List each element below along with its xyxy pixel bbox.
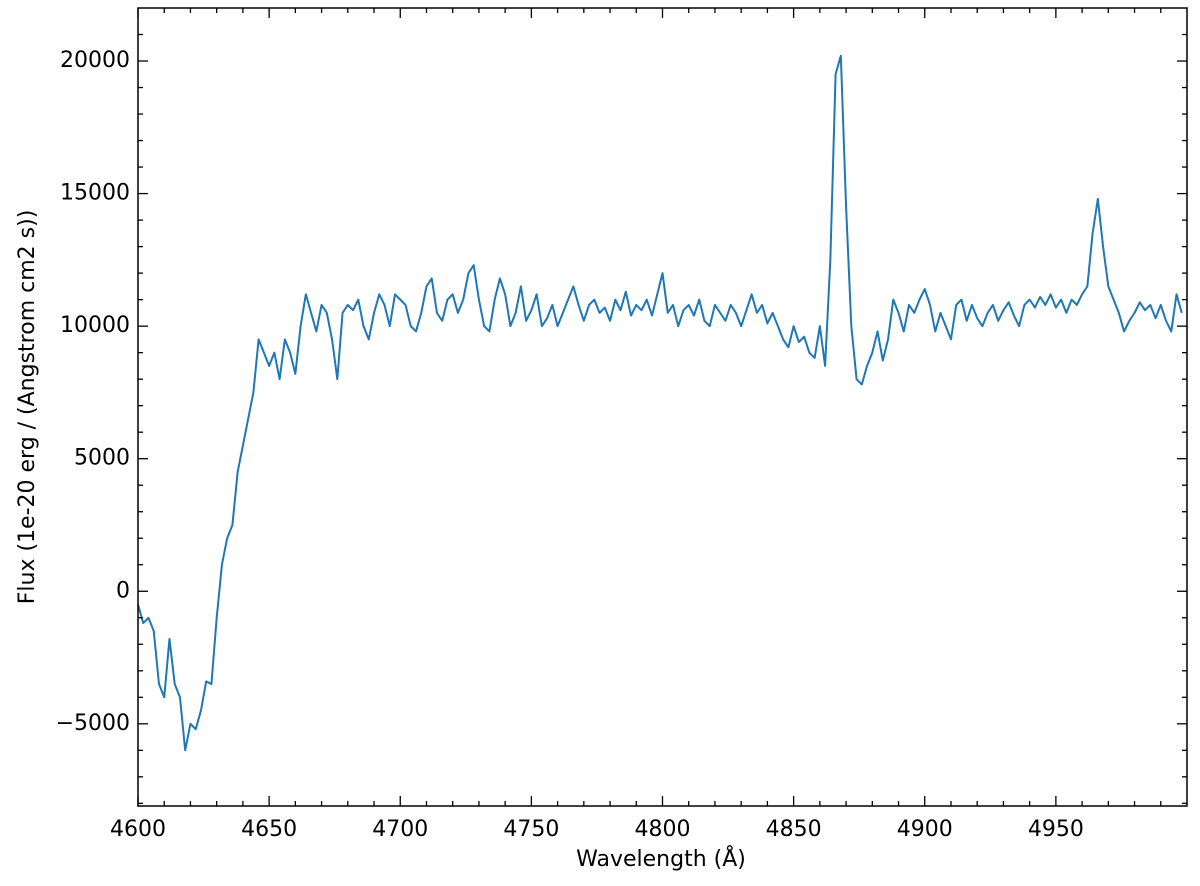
y-tick-label: 20000 — [60, 48, 130, 73]
x-tick-label: 4700 — [372, 817, 428, 842]
y-tick-label: 15000 — [60, 181, 130, 206]
x-tick-label: 4850 — [766, 817, 822, 842]
x-tick-label: 4950 — [1028, 817, 1084, 842]
y-tick-label: −5000 — [56, 711, 130, 736]
x-tick-label: 4900 — [897, 817, 953, 842]
spectrum-line — [137, 54, 1183, 752]
x-tick-label: 4750 — [503, 817, 559, 842]
y-tick-label: 0 — [116, 578, 130, 603]
x-tick-label: 4800 — [635, 817, 691, 842]
y-axis-label: Flux (1e-20 erg / (Angstrom cm2 s)) — [15, 210, 40, 605]
x-axis-label: Wavelength (Å) — [576, 845, 746, 872]
y-tick-label: 5000 — [74, 446, 130, 471]
x-tick-label: 4650 — [241, 817, 297, 842]
plot-frame — [137, 7, 1188, 807]
y-tick-label: 10000 — [60, 313, 130, 338]
x-tick-label: 4600 — [110, 817, 166, 842]
